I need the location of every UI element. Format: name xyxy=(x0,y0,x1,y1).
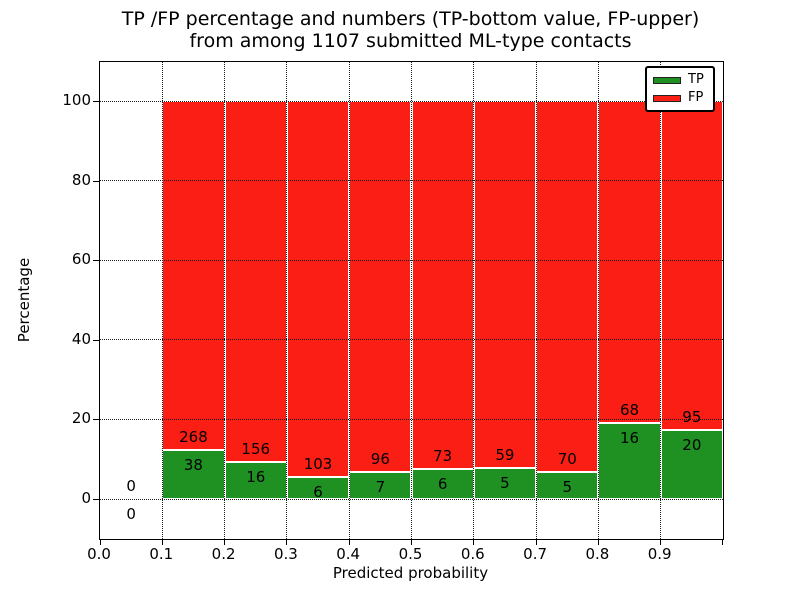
x-tick-8 xyxy=(597,539,599,545)
y-tick-0 xyxy=(93,499,99,500)
fp-legend-label: FP xyxy=(688,90,704,105)
y-tick-label-80: 80 xyxy=(71,170,91,189)
x-tick-10 xyxy=(722,539,723,545)
fp-count-label-5: 73 xyxy=(433,446,453,465)
y-tick-label-0: 0 xyxy=(81,489,91,507)
x-gridline-9 xyxy=(660,62,662,539)
y-tick-label-60: 60 xyxy=(71,250,91,269)
x-gridline-1 xyxy=(161,62,163,539)
y-tick-60 xyxy=(93,260,99,262)
y-tick-80 xyxy=(93,180,99,182)
fp-count-label-6: 59 xyxy=(495,445,515,464)
fp-bar-segment-3 xyxy=(286,101,350,478)
tp-bar-segment-3 xyxy=(286,477,350,499)
fp-bar-segment-4 xyxy=(349,101,412,472)
tp-bar-segment-9 xyxy=(660,429,723,499)
y-tick-label-100: 100 xyxy=(62,91,91,109)
fp-bar-segment-6 xyxy=(473,101,537,468)
fp-count-label-8: 68 xyxy=(619,401,640,420)
fp-legend-swatch xyxy=(653,94,681,102)
chart-title-line1: TP /FP percentage and numbers (TP-bottom… xyxy=(121,8,700,30)
tp-count-label-9: 20 xyxy=(682,435,702,454)
tp-count-label-0: 0 xyxy=(126,505,136,523)
x-tick-label-8: 0.8 xyxy=(585,545,610,563)
x-gridline-7 xyxy=(535,62,537,539)
fp-count-label-4: 96 xyxy=(370,449,390,468)
x-tick-6 xyxy=(473,539,475,545)
x-gridline-4 xyxy=(348,62,350,539)
tp-count-label-3: 6 xyxy=(313,483,323,502)
x-tick-0 xyxy=(99,539,101,545)
tp-count-label-7: 5 xyxy=(562,478,573,497)
x-tick-label-5: 0.5 xyxy=(398,545,423,563)
x-axis-label: Predicted probability xyxy=(332,564,489,582)
x-tick-9 xyxy=(660,539,662,545)
x-tick-label-2: 0.2 xyxy=(211,545,236,563)
legend: TP FP xyxy=(645,66,715,112)
x-tick-3 xyxy=(286,539,288,545)
y-tick-20 xyxy=(93,419,99,421)
fp-count-label-1: 268 xyxy=(179,427,208,446)
fp-bar-segment-2 xyxy=(224,101,287,462)
y-tick-100 xyxy=(93,101,99,102)
fp-bar-segment-8 xyxy=(598,101,661,424)
x-tick-label-0: 0.0 xyxy=(87,545,111,563)
tp-count-label-2: 16 xyxy=(246,467,266,486)
x-tick-label-9: 0.9 xyxy=(647,545,672,563)
y-tick-label-20: 20 xyxy=(71,409,91,428)
tp-bar-segment-7 xyxy=(536,472,599,499)
x-tick-5 xyxy=(411,539,412,545)
tp-bar-segment-5 xyxy=(411,468,474,499)
fp-bar-segment-5 xyxy=(411,101,474,469)
tp-bar-segment-6 xyxy=(473,467,537,499)
tp-legend-swatch xyxy=(653,76,681,84)
x-gridline-6 xyxy=(473,62,475,539)
fp-count-label-7: 70 xyxy=(557,450,577,469)
y-tick-40 xyxy=(93,339,99,341)
x-gridline-8 xyxy=(597,62,599,539)
fp-bar-segment-7 xyxy=(536,101,599,473)
tp-bar-segment-8 xyxy=(598,423,661,499)
chart-title-line2: from among 1107 submitted ML-type contac… xyxy=(189,30,632,52)
fp-count-label-2: 156 xyxy=(241,439,271,458)
x-tick-2 xyxy=(224,539,226,545)
tp-count-label-8: 16 xyxy=(619,429,640,448)
y-tick-label-40: 40 xyxy=(71,329,91,348)
fp-bar-segment-9 xyxy=(660,101,723,430)
tp-count-label-1: 38 xyxy=(183,455,203,474)
legend-item-tp: TP xyxy=(653,73,707,87)
tp-bar-segment-4 xyxy=(349,471,412,499)
x-tick-7 xyxy=(535,539,537,545)
fp-bar-segment-1 xyxy=(162,101,225,450)
x-gridline-5 xyxy=(411,62,412,539)
tp-count-label-5: 6 xyxy=(437,474,448,493)
x-tick-1 xyxy=(161,539,163,545)
tp-count-label-6: 5 xyxy=(500,473,510,492)
x-tick-label-4: 0.4 xyxy=(336,545,361,563)
x-tick-label-6: 0.6 xyxy=(460,545,485,563)
x-gridline-2 xyxy=(224,62,226,539)
chart-title: TP /FP percentage and numbers (TP-bottom… xyxy=(99,8,722,52)
plot-area: 0 0 268 38 156 16 103 6 96 7 73 6 59 5 70 5 68 16 95 20 xyxy=(93,61,724,545)
fp-count-label-3: 103 xyxy=(303,455,333,474)
tp-bar-segment-1 xyxy=(162,449,225,499)
fp-count-label-0: 0 xyxy=(126,477,136,495)
fp-count-label-9: 95 xyxy=(682,407,702,426)
tp-count-label-4: 7 xyxy=(375,477,386,496)
x-tick-label-7: 0.7 xyxy=(523,545,548,563)
x-tick-label-3: 0.3 xyxy=(273,545,298,563)
x-gridline-3 xyxy=(286,62,288,539)
x-tick-4 xyxy=(348,539,350,545)
x-tick-label-1: 0.1 xyxy=(149,545,174,563)
tp-bar-segment-2 xyxy=(224,461,287,499)
tp-legend-label: TP xyxy=(688,72,704,87)
legend-item-fp: FP xyxy=(653,91,707,105)
